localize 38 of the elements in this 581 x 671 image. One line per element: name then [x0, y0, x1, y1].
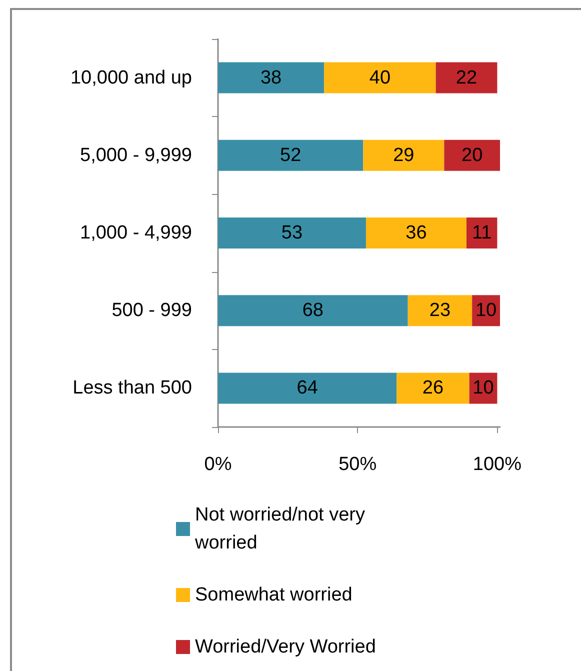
data-label: 11	[472, 222, 492, 244]
y-tick-label: 10,000 and up	[70, 67, 192, 88]
x-tick-label: 100%	[472, 454, 522, 475]
x-tick-label: 50%	[338, 454, 377, 475]
data-label: 10	[472, 378, 494, 399]
bar	[218, 140, 364, 171]
bar	[436, 62, 498, 94]
data-label: 40	[369, 67, 391, 88]
y-tick-label: Less than 500	[72, 378, 192, 399]
bar	[218, 218, 366, 248]
data-label: 36	[406, 222, 427, 244]
data-label: 68	[302, 300, 324, 322]
data-label: 38	[260, 67, 282, 88]
bar	[408, 295, 472, 326]
y-tick-label: 5,000 - 9,999	[80, 144, 192, 166]
bar	[444, 140, 500, 171]
data-label: 26	[422, 378, 444, 399]
data-label: 29	[393, 144, 414, 166]
bar	[363, 140, 444, 171]
bar	[396, 372, 470, 404]
legend-label: Somewhat worried	[195, 584, 352, 606]
bar	[324, 62, 436, 94]
data-label: 53	[281, 222, 303, 244]
y-tick-label: 500 - 999	[112, 300, 192, 322]
data-label: 23	[429, 300, 451, 322]
bar	[218, 372, 397, 404]
bar	[366, 218, 466, 248]
bar	[218, 62, 324, 94]
data-label: 10	[475, 300, 497, 322]
y-tick-label: 1,000 - 4,999	[80, 222, 192, 244]
legend-label: Not worried/not very worried	[194, 504, 370, 554]
x-tick-label: 0%	[204, 454, 232, 475]
data-label: 20	[462, 144, 483, 166]
data-label: 64	[296, 378, 318, 399]
legend-label: Worried/Very Worried	[195, 636, 376, 658]
data-label: 52	[280, 144, 302, 166]
data-label: 22	[456, 67, 478, 88]
bar	[218, 295, 408, 326]
